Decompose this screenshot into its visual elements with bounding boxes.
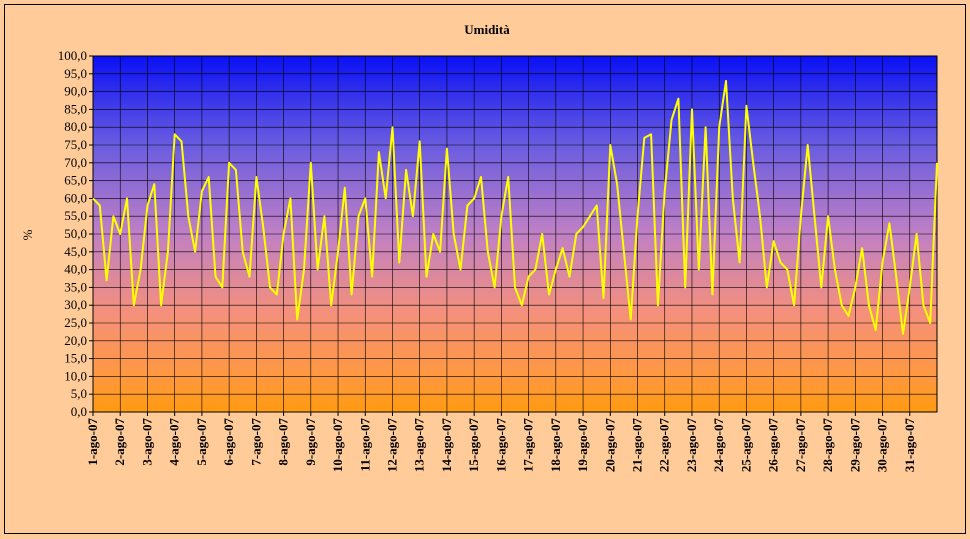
data-line xyxy=(92,79,938,335)
y-tick-label: 30,0 xyxy=(64,297,87,312)
x-tick-label: 10-ago-07 xyxy=(330,418,345,473)
y-tick-label: 80,0 xyxy=(64,119,87,134)
x-tick-label: 30-ago-07 xyxy=(875,418,890,473)
x-tick-label: 29-ago-07 xyxy=(847,418,862,473)
x-tick-label: 7-ago-07 xyxy=(248,418,263,466)
x-tick-label: 4-ago-07 xyxy=(167,418,182,466)
y-tick-label: 95,0 xyxy=(64,66,87,81)
x-tick-label: 23-ago-07 xyxy=(684,418,699,473)
x-tick-label: 22-ago-07 xyxy=(657,418,672,473)
y-tick-label: 90,0 xyxy=(64,84,87,99)
y-tick-label: 25,0 xyxy=(64,315,87,330)
x-tick-label: 8-ago-07 xyxy=(276,418,291,466)
y-tick-label: 0,0 xyxy=(71,404,87,419)
y-tick-label: 60,0 xyxy=(64,190,87,205)
x-tick-label: 19-ago-07 xyxy=(575,418,590,473)
y-tick-label: 10,0 xyxy=(64,368,87,383)
y-tick-label: 5,0 xyxy=(71,386,87,401)
x-tick-label: 15-ago-07 xyxy=(466,418,481,473)
x-tick-label: 12-ago-07 xyxy=(384,418,399,473)
y-tick-label: 15,0 xyxy=(64,351,87,366)
x-tick-label: 25-ago-07 xyxy=(738,418,753,473)
x-tick-label: 18-ago-07 xyxy=(548,418,563,473)
x-tick-label: 20-ago-07 xyxy=(602,418,617,473)
x-tick-label: 21-ago-07 xyxy=(630,418,645,473)
y-tick-label: 65,0 xyxy=(64,173,87,188)
y-tick-label: 45,0 xyxy=(64,244,87,259)
x-tick-label: 14-ago-07 xyxy=(439,418,454,473)
x-tick-label: 13-ago-07 xyxy=(412,418,427,473)
x-tick-label: 1-ago-07 xyxy=(85,418,100,466)
y-tick-label: 50,0 xyxy=(64,226,87,241)
x-tick-label: 27-ago-07 xyxy=(793,418,808,473)
x-tick-label: 31-ago-07 xyxy=(902,418,917,473)
y-tick-label: 55,0 xyxy=(64,208,87,223)
x-tick-label: 26-ago-07 xyxy=(766,418,781,473)
x-tick-label: 9-ago-07 xyxy=(303,418,318,466)
x-tick-label: 24-ago-07 xyxy=(711,418,726,473)
y-axis-label: % xyxy=(20,229,35,240)
x-tick-label: 28-ago-07 xyxy=(820,418,835,473)
y-tick-label: 75,0 xyxy=(64,137,87,152)
y-tick-label: 35,0 xyxy=(64,279,87,294)
chart-title: Umidità xyxy=(464,22,510,37)
y-tick-label: 70,0 xyxy=(64,155,87,170)
y-tick-label: 100,0 xyxy=(58,48,87,63)
x-tick-label: 2-ago-07 xyxy=(112,418,127,466)
y-tick-label: 85,0 xyxy=(64,101,87,116)
y-tick-label: 40,0 xyxy=(64,262,87,277)
x-tick-label: 17-ago-07 xyxy=(521,418,536,473)
x-tick-label: 5-ago-07 xyxy=(194,418,209,466)
x-tick-label: 11-ago-07 xyxy=(357,418,372,472)
plot-frame xyxy=(92,55,938,413)
x-tick-label: 16-ago-07 xyxy=(493,418,508,473)
x-tick-label: 6-ago-07 xyxy=(221,418,236,466)
y-tick-label: 20,0 xyxy=(64,333,87,348)
x-tick-label: 3-ago-07 xyxy=(139,418,154,466)
